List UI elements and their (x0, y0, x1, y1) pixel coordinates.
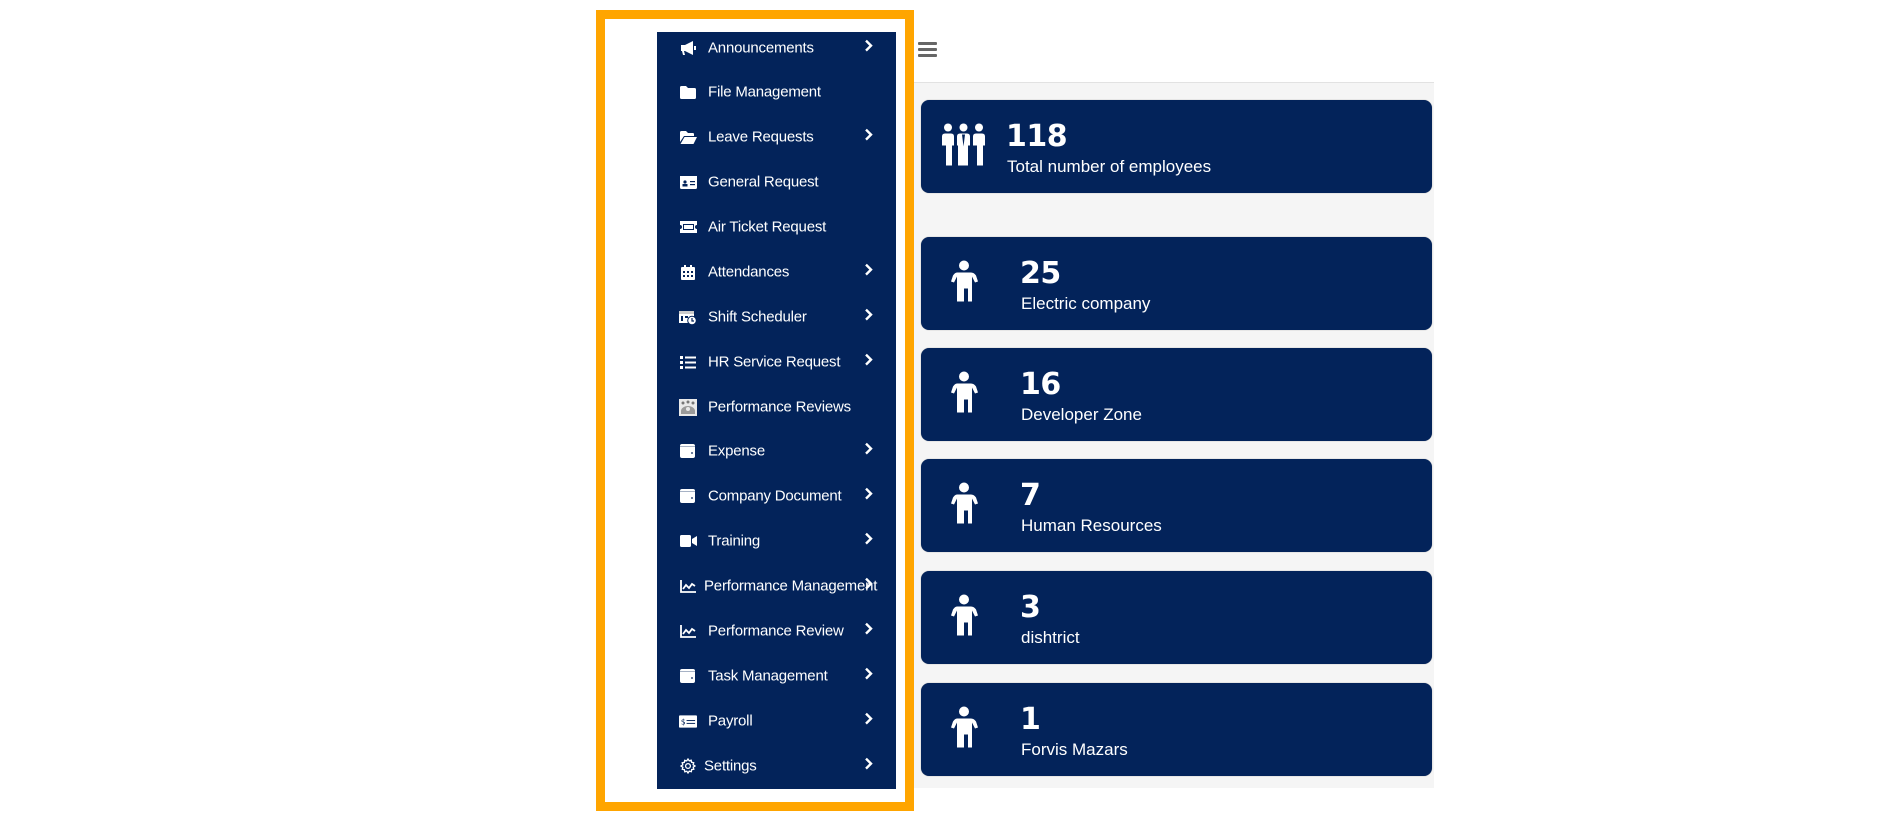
chevron-right-icon (865, 487, 873, 500)
team-review-icon (679, 398, 697, 416)
chevron-right-icon (865, 667, 873, 680)
sidebar-item-label: Leave Requests (708, 128, 814, 146)
chevron-right-icon (865, 308, 873, 321)
stat-value: 118 (1006, 119, 1068, 154)
ticket-icon (679, 219, 697, 235)
sidebar-item-announcements[interactable]: Announcements (657, 32, 896, 70)
svg-text:$: $ (681, 717, 686, 726)
stat-value: 1 (1020, 702, 1041, 737)
sidebar-item-general-request[interactable]: General Request (657, 160, 896, 204)
list-icon (679, 354, 697, 370)
sidebar-item-label: General Request (708, 173, 819, 191)
money-bill-icon: $ (679, 713, 697, 729)
group-icon (942, 123, 985, 170)
stat-value: 25 (1020, 256, 1061, 291)
sidebar-nav: Announcements File Management Leave Requ… (657, 32, 896, 789)
sidebar-item-shift-scheduler[interactable]: Shift Scheduler (657, 295, 896, 339)
stat-card-department[interactable]: 16 Developer Zone (921, 348, 1432, 441)
megaphone-icon (679, 40, 697, 56)
wallet-icon (679, 668, 697, 684)
stat-label: Developer Zone (1021, 405, 1142, 424)
sidebar-item-label: Announcements (708, 39, 814, 57)
video-camera-icon (679, 533, 697, 549)
stat-card-department[interactable]: 3 dishtrict (921, 571, 1432, 664)
chevron-right-icon (865, 39, 873, 52)
stat-card-department[interactable]: 1 Forvis Mazars (921, 683, 1432, 776)
folder-open-icon (679, 129, 697, 145)
sidebar-item-settings[interactable]: Settings (657, 744, 896, 788)
chevron-right-icon (865, 712, 873, 725)
sidebar-item-performance-review[interactable]: Performance Review (657, 609, 896, 653)
sidebar-item-payroll[interactable]: $ Payroll (657, 699, 896, 743)
sidebar-item-label: Task Management (708, 667, 828, 685)
line-chart-icon (679, 623, 697, 639)
sidebar-item-leave-requests[interactable]: Leave Requests (657, 115, 896, 159)
sidebar-item-label: Attendances (708, 263, 790, 281)
dashboard-content: 118 Total number of employees 25 Electri… (905, 83, 1434, 788)
sidebar-item-company-document[interactable]: Company Document (657, 474, 896, 518)
chevron-right-icon (865, 353, 873, 366)
calendar-clock-icon (679, 309, 697, 325)
sidebar-item-label: Performance Review (708, 622, 844, 640)
chevron-right-icon (865, 577, 873, 590)
person-icon (950, 594, 978, 641)
stat-label: Total number of employees (1007, 157, 1212, 176)
line-chart-icon (679, 578, 697, 594)
sidebar-item-label: Expense (708, 442, 765, 460)
stat-label: Human Resources (1021, 516, 1162, 535)
sidebar-item-label: Shift Scheduler (708, 308, 807, 326)
stat-value: 7 (1020, 478, 1041, 513)
sidebar-item-label: Payroll (708, 712, 753, 730)
stat-label: dishtrict (1021, 628, 1080, 647)
sidebar-item-label: Performance Management (704, 577, 878, 595)
stat-card-total-employees[interactable]: 118 Total number of employees (921, 100, 1432, 193)
sidebar-item-expense[interactable]: Expense (657, 429, 896, 473)
chevron-right-icon (865, 128, 873, 141)
top-header (905, 19, 1434, 83)
sidebar-item-air-ticket-request[interactable]: Air Ticket Request (657, 205, 896, 249)
chevron-right-icon (865, 263, 873, 276)
stat-value: 3 (1020, 590, 1041, 625)
sidebar-item-label: Performance Reviews (708, 398, 851, 416)
stat-label: Forvis Mazars (1021, 740, 1128, 759)
wallet-icon (679, 443, 697, 459)
calendar-icon (679, 264, 697, 280)
gear-icon (679, 758, 697, 774)
wallet-icon (679, 488, 697, 504)
sidebar-item-performance-reviews[interactable]: Performance Reviews (657, 385, 896, 429)
person-icon (950, 260, 978, 307)
sidebar-item-task-management[interactable]: Task Management (657, 654, 896, 698)
stat-card-department[interactable]: 25 Electric company (921, 237, 1432, 330)
sidebar-item-performance-management[interactable]: Performance Management (657, 564, 896, 608)
person-icon (950, 706, 978, 753)
chevron-right-icon (865, 442, 873, 455)
id-card-icon (679, 174, 697, 190)
sidebar-item-label: Settings (704, 757, 757, 775)
sidebar-item-label: Training (708, 532, 761, 550)
sidebar-item-training[interactable]: Training (657, 519, 896, 563)
person-icon (950, 482, 978, 529)
hamburger-icon[interactable] (918, 42, 937, 57)
chevron-right-icon (865, 757, 873, 770)
stat-label: Electric company (1021, 294, 1151, 313)
sidebar-item-label: Air Ticket Request (708, 218, 827, 236)
chevron-right-icon (865, 622, 873, 635)
sidebar-item-label: HR Service Request (708, 353, 841, 371)
chevron-right-icon (865, 532, 873, 545)
sidebar-item-hr-service-request[interactable]: HR Service Request (657, 340, 896, 384)
stat-value: 16 (1020, 367, 1061, 402)
sidebar-item-file-management[interactable]: File Management (657, 70, 896, 114)
folder-icon (679, 84, 697, 100)
person-icon (950, 371, 978, 418)
sidebar-item-label: File Management (708, 83, 821, 101)
stat-card-department[interactable]: 7 Human Resources (921, 459, 1432, 552)
sidebar-item-attendances[interactable]: Attendances (657, 250, 896, 294)
sidebar-item-label: Company Document (708, 487, 842, 505)
